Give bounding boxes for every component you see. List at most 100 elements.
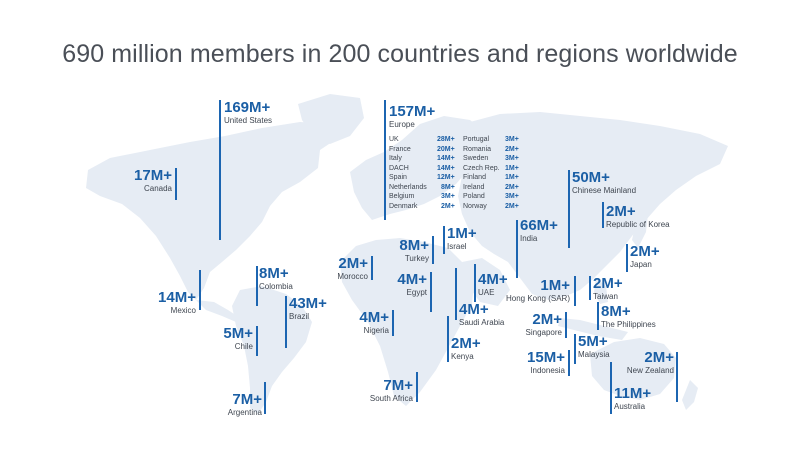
list-item: Poland 3M+ [463, 192, 519, 201]
stat-value: 169M+ [224, 99, 271, 116]
list-item: Ireland 2M+ [463, 183, 519, 192]
stat-turkey: 8M+ Turkey [394, 237, 429, 264]
stat-label: Taiwan [593, 292, 618, 301]
country-value: 2M+ [505, 183, 519, 191]
stat-south-africa: 7M+ South Africa [358, 378, 413, 404]
country-name: Sweden [463, 155, 489, 162]
stat-label: New Zealand [626, 366, 674, 375]
stat-label: Nigeria [363, 326, 389, 335]
stat-brazil: 43M+ Brazil [289, 296, 327, 322]
mexico-line [199, 270, 201, 310]
country-name: Italy [389, 155, 402, 162]
list-item: Czech Rep. 1M+ [463, 164, 519, 173]
stat-uae: 4M+ UAE [478, 271, 508, 298]
india-line [516, 220, 518, 278]
stat-saudi: 4M+ Saudi Arabia [459, 302, 505, 328]
stat-label: Canada [143, 184, 172, 193]
stat-new-zealand: 2M+ New Zealand [622, 349, 674, 376]
stat-label: South Africa [369, 394, 413, 403]
turkey-line [432, 236, 434, 264]
stat-value: 11M+ [614, 385, 652, 402]
list-item: Sweden 3M+ [463, 154, 519, 163]
country-value: 1M+ [505, 174, 519, 181]
philippines-shape [594, 278, 608, 304]
country-value: 3M+ [505, 136, 519, 143]
stat-label: Argentina [227, 408, 262, 417]
south-africa-line [416, 372, 418, 402]
country-value: 14M+ [437, 155, 455, 162]
stat-indonesia: 15M+ Indonesia [520, 349, 565, 376]
greenland-shape [298, 94, 364, 144]
stat-value: 15M+ [527, 349, 565, 366]
country-value: 3M+ [441, 193, 455, 200]
list-item: Spain 12M+ [389, 173, 455, 182]
country-value: 14M+ [437, 164, 455, 172]
kenya-line [447, 316, 449, 362]
stat-label: Saudi Arabia [459, 318, 505, 327]
country-name: Finland [463, 174, 486, 181]
stat-australia: 11M+ Australia [614, 385, 652, 412]
chile-line [256, 326, 258, 356]
country-value: 12M+ [437, 174, 455, 181]
stat-label: Chinese Mainland [572, 186, 637, 195]
stat-morocco: 2M+ Morocco [322, 256, 368, 282]
stat-value: 4M+ [478, 271, 508, 288]
stat-value: 7M+ [232, 391, 262, 408]
stat-value: 50M+ [572, 169, 610, 186]
stat-label: UAE [478, 288, 495, 297]
central-america-shape [196, 300, 240, 322]
country-value: 20M+ [437, 145, 455, 153]
stat-value: 1M+ [447, 225, 477, 242]
nigeria-line [392, 310, 394, 336]
country-name: Ireland [463, 183, 485, 191]
list-item: Netherlands 8M+ [389, 183, 455, 192]
saudi-line [455, 268, 457, 320]
singapore-line [565, 312, 567, 338]
stat-label: Malaysia [578, 350, 610, 359]
stat-label: Chile [234, 342, 253, 351]
stat-kenya: 2M+ Kenya [451, 336, 481, 362]
stat-taiwan: 2M+ Taiwan [593, 276, 623, 302]
stat-value: 17M+ [134, 167, 172, 184]
stat-hongkong: 1M+ Hong Kong (SAR) [500, 278, 570, 304]
stat-chile: 5M+ Chile [216, 326, 253, 352]
list-item: Norway 2M+ [463, 202, 519, 211]
stat-china: 50M+ Chinese Mainland [572, 169, 637, 196]
stat-mexico: 14M+ Mexico [140, 289, 196, 316]
country-name: Denmark [389, 202, 418, 210]
country-name: Spain [389, 174, 407, 181]
stat-label: Colombia [259, 282, 293, 291]
stat-value: 4M+ [397, 271, 427, 288]
stat-value: 14M+ [158, 289, 196, 306]
stat-value: 66M+ [520, 217, 558, 234]
stat-value: 2M+ [644, 349, 674, 366]
stat-label: Israel [447, 242, 467, 251]
country-name: Portugal [463, 136, 490, 143]
hongkong-line [574, 276, 576, 306]
stat-label: Australia [614, 402, 646, 411]
country-name: Czech Rep. [463, 164, 500, 172]
stat-label: Republic of Korea [606, 220, 670, 229]
stat-value: 8M+ [399, 237, 429, 254]
list-item: Italy 14M+ [389, 154, 455, 163]
indonesia-line [568, 350, 570, 376]
new-zealand-line [676, 352, 678, 402]
stat-korea: 2M+ Republic of Korea [606, 204, 670, 230]
country-name: Norway [463, 202, 487, 210]
africa-shape [340, 238, 474, 406]
canada-line [175, 168, 177, 200]
stat-label: Indonesia [530, 366, 565, 375]
country-value: 3M+ [505, 155, 519, 162]
country-name: France [389, 145, 411, 153]
stat-europe: 157M+ Europe [389, 104, 435, 130]
stat-label: Morocco [337, 272, 368, 281]
stat-value: 2M+ [532, 311, 562, 328]
israel-line [443, 226, 445, 254]
stat-india: 66M+ India [520, 217, 558, 244]
stat-colombia: 8M+ Colombia [259, 266, 293, 292]
indonesia-shape [558, 318, 628, 340]
stat-malaysia: 5M+ Malaysia [578, 334, 610, 360]
stat-label: Hong Kong (SAR) [505, 294, 570, 303]
malaysia-line [574, 334, 576, 364]
stat-egypt: 4M+ Egypt [392, 271, 427, 298]
